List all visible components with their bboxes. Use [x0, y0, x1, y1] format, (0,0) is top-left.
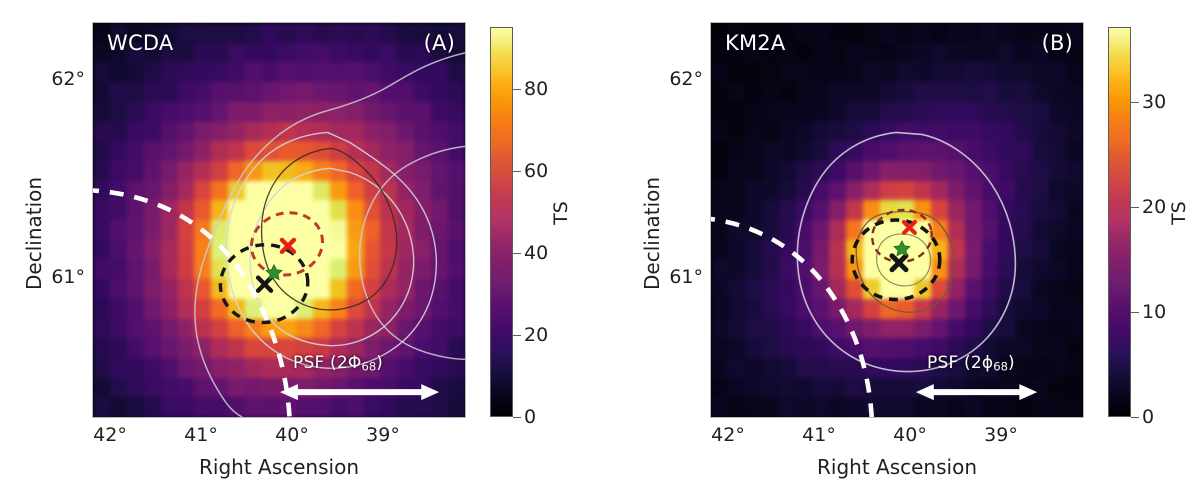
ts-contour-outer-b	[796, 131, 1017, 373]
yaxis-title-b: Declination	[640, 176, 664, 290]
black-uncertainty-ellipse	[218, 243, 310, 325]
green-star-marker-b	[893, 240, 911, 257]
detector-label-wcda: WCDA	[107, 31, 174, 55]
ts-contour-inner	[261, 147, 398, 311]
psf-scale-arrow	[279, 384, 440, 401]
panel-tag-b: (B)	[1041, 31, 1073, 55]
cbtick-a-2	[513, 253, 521, 254]
xtick-b-2: 40°	[893, 424, 927, 446]
ytick-b-1: 61°	[669, 266, 703, 288]
cbtick-b-0	[1131, 417, 1139, 418]
ts-contour-inner-b	[855, 211, 955, 313]
ts-heatmap-km2a	[711, 23, 1083, 417]
cblabel-b-1: 10	[1142, 301, 1167, 323]
colorbar-km2a	[1108, 27, 1131, 417]
overlay-wcda	[93, 52, 465, 417]
cbtick-b-1	[1131, 312, 1139, 313]
xtick-b-0: 42°	[711, 424, 745, 446]
cblabel-a-1: 20	[524, 324, 549, 346]
panel-wcda: WCDA (A) PSF (2Φ68) 42° 41° 40° 39° 62° …	[22, 22, 572, 479]
detector-label-km2a: KM2A	[725, 31, 786, 55]
cbtick-a-3	[513, 171, 521, 172]
xaxis-title-b: Right Ascension	[817, 455, 977, 479]
ts-heatmap-wcda	[93, 23, 465, 417]
psf-prefix: PSF (2	[293, 353, 348, 373]
xtick-a-2: 40°	[275, 424, 309, 446]
skymap-wcda: WCDA (A) PSF (2Φ68)	[92, 22, 466, 418]
red-x-marker-b	[901, 219, 917, 236]
cblabel-b-3: 30	[1142, 91, 1167, 113]
cblabel-b-0: 0	[1142, 406, 1155, 428]
colorbar-wcda	[490, 27, 513, 417]
red-x-marker	[279, 237, 297, 255]
ytick-a-0: 62°	[51, 68, 85, 90]
ts-contour-mid	[225, 131, 438, 369]
green-star-marker	[265, 263, 283, 281]
cbtick-a-1	[513, 335, 521, 336]
ytick-a-1: 61°	[51, 266, 85, 288]
colorbar-title-b: TS	[1168, 201, 1190, 225]
psf-suffix-b: )	[1008, 353, 1015, 373]
panel-km2a: KM2A (B) PSF (2ϕ68) 42° 41° 40° 39° 62° …	[600, 0, 1200, 491]
overlay-km2a	[711, 131, 1038, 417]
black-x-marker-b	[889, 253, 909, 273]
ytick-b-0: 62°	[669, 68, 703, 90]
cblabel-a-0: 0	[524, 406, 537, 428]
psf-label-km2a: PSF (2ϕ68)	[927, 353, 1015, 374]
xaxis-title-a: Right Ascension	[199, 455, 359, 479]
xtick-a-3: 39°	[366, 424, 400, 446]
black-uncertainty-ellipse-b	[850, 218, 942, 302]
cbtick-b-3	[1131, 102, 1139, 103]
panel-tag-a: (A)	[423, 31, 455, 55]
red-uncertainty-ellipse	[249, 211, 324, 277]
xtick-b-1: 41°	[802, 424, 836, 446]
fov-boundary-arc	[93, 188, 292, 417]
xtick-a-1: 41°	[184, 424, 218, 446]
xtick-b-3: 39°	[984, 424, 1018, 446]
psf-scale-arrow-b	[915, 384, 1038, 401]
cblabel-a-4: 80	[524, 78, 549, 100]
ts-contour-outer	[194, 52, 465, 417]
cbtick-b-2	[1131, 207, 1139, 208]
xtick-a-0: 42°	[93, 424, 127, 446]
psf-subscript: 68	[361, 359, 377, 374]
yaxis-title-a: Declination	[22, 176, 46, 290]
cblabel-a-3: 60	[524, 160, 549, 182]
fov-boundary-arc-b	[711, 216, 874, 417]
cbtick-a-0	[513, 417, 521, 418]
red-uncertainty-ellipse-b	[871, 208, 933, 264]
psf-suffix: )	[376, 353, 384, 373]
cbtick-a-4	[513, 89, 521, 90]
psf-symbol: Φ	[347, 353, 362, 373]
psf-label-wcda: PSF (2Φ68)	[293, 353, 383, 374]
cblabel-a-2: 40	[524, 242, 549, 264]
psf-prefix-b: PSF (2	[927, 353, 982, 373]
cblabel-b-2: 20	[1142, 196, 1167, 218]
ts-contour-core-b	[875, 233, 932, 287]
colorbar-title-a: TS	[550, 201, 572, 225]
psf-subscript-b: 68	[993, 359, 1008, 374]
psf-symbol-b: ϕ	[981, 353, 994, 373]
skymap-km2a: KM2A (B) PSF (2ϕ68)	[710, 22, 1084, 418]
